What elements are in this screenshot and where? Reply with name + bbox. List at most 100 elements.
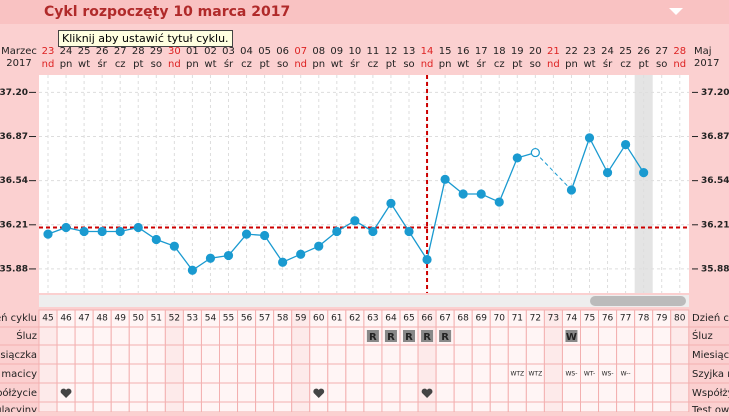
weekday: so (403, 59, 414, 70)
row-label-right: Śluz (692, 329, 713, 342)
day-number: 10 (348, 46, 361, 57)
year-left: 2017 (6, 58, 31, 69)
day-number: 24 (60, 46, 73, 57)
day-number: 02 (204, 46, 217, 57)
day-number: 28 (673, 46, 686, 57)
temperature-point (350, 216, 360, 226)
cycle-day: 76 (602, 314, 614, 324)
temperature-point (314, 241, 324, 251)
header-bar[interactable] (0, 0, 729, 24)
cycle-day: 77 (620, 314, 631, 324)
table-column (327, 309, 347, 413)
weekday: wt (204, 59, 216, 70)
day-number: 13 (403, 46, 416, 57)
day-number: 11 (367, 46, 380, 57)
mucus-badge (439, 330, 452, 342)
day-number: 05 (258, 46, 271, 57)
weekday: pt (259, 59, 269, 70)
day-number: 12 (385, 46, 398, 57)
cycle-day: 55 (223, 314, 234, 324)
table-column (110, 309, 130, 413)
cycle-day: 64 (385, 314, 397, 324)
dropdown-arrow[interactable] (669, 8, 683, 15)
cycle-day: 65 (403, 314, 414, 324)
temperature-point (133, 222, 143, 233)
table-column (128, 309, 148, 413)
weekday: pn (565, 59, 578, 70)
table-column (561, 309, 582, 413)
cycle-day: 57 (259, 314, 270, 324)
y-tick-label-right: 36.21 (701, 220, 729, 230)
table-column (363, 309, 383, 413)
cycle-day: 73 (548, 314, 559, 324)
intercourse-heart (60, 388, 72, 398)
weekday: so (656, 59, 667, 70)
cycle-day: 53 (187, 314, 198, 324)
day-number: 25 (78, 46, 91, 57)
weekday: śr (224, 58, 234, 70)
table-column (652, 309, 672, 413)
weekday: cz (241, 59, 252, 70)
temperature-point (332, 226, 342, 237)
temperature-point (115, 226, 125, 237)
cycle-day: 68 (457, 314, 469, 324)
table-column (219, 309, 239, 413)
weekday: pt (512, 59, 522, 70)
scrollbar-track[interactable] (39, 295, 689, 307)
day-number: 20 (529, 46, 542, 57)
weekday: cz (494, 59, 505, 70)
temperature-point (584, 133, 595, 143)
table-column (435, 309, 455, 413)
table-column (525, 309, 545, 413)
temperature-point (476, 189, 486, 199)
weekday: pt (133, 59, 143, 70)
temperature-point (151, 234, 161, 245)
cycle-title[interactable]: Cykl rozpoczęty 10 marca 2017 (44, 4, 290, 20)
cycle-day: 67 (439, 314, 450, 324)
month-left: Marzec (1, 46, 37, 57)
cervix: WS- (565, 371, 577, 378)
weekday: pt (639, 59, 649, 70)
scrollbar-thumb[interactable] (590, 296, 686, 306)
table-column (164, 309, 184, 413)
cycle-day: 74 (566, 314, 578, 324)
table-column (670, 309, 690, 413)
row-label-right: Dzień cyklu (692, 312, 729, 324)
temperature-point (296, 249, 306, 259)
table-column (580, 309, 600, 413)
weekday: wt (78, 59, 90, 70)
weekday: cz (115, 59, 126, 70)
mucus: W (566, 332, 577, 343)
table-column (471, 309, 491, 413)
temperature-point (43, 229, 53, 239)
table-column (237, 309, 257, 413)
table-column (598, 309, 618, 413)
temperature-point (278, 257, 288, 267)
table-column (92, 309, 112, 413)
table-column (489, 309, 509, 413)
weekday: cz (368, 59, 379, 70)
y-tick-label-right: 37.20 (701, 88, 729, 98)
mucus-badge (384, 330, 397, 342)
cycle-day: 48 (96, 314, 108, 324)
temperature-point (512, 153, 522, 163)
weekday: pn (186, 59, 199, 70)
weekday: pn (439, 59, 452, 70)
day-number: 28 (132, 46, 145, 57)
day-number: 21 (547, 46, 560, 57)
mucus: R (405, 332, 413, 343)
weekday: nd (421, 59, 434, 70)
table-column (507, 309, 527, 413)
cycle-day: 71 (512, 314, 523, 324)
cycle-day: 61 (331, 314, 342, 324)
cycle-day: 59 (295, 314, 307, 324)
year-right: 2017 (694, 58, 719, 69)
day-number: 30 (168, 46, 181, 57)
gap-bridge (534, 152, 572, 191)
temperature-point (169, 241, 179, 251)
table-column (381, 309, 401, 413)
row-label: Miesiączka (0, 350, 37, 361)
table-column (543, 309, 563, 413)
temperature-point (79, 226, 89, 237)
